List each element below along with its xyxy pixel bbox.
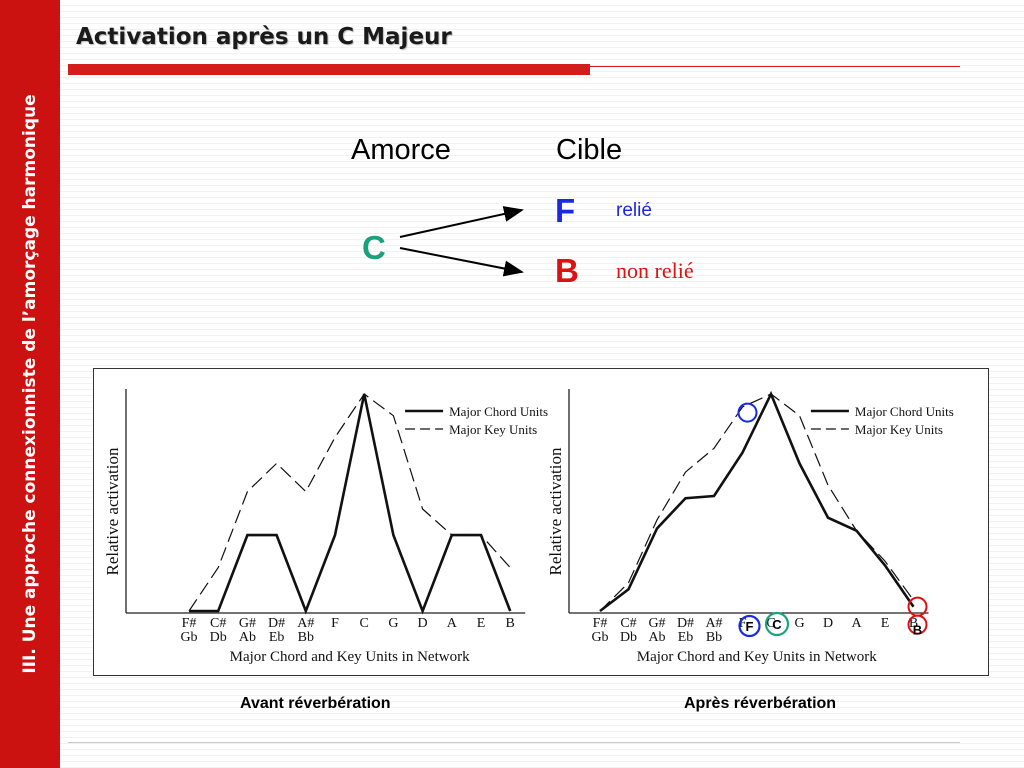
chart-1-tick-label: Ab bbox=[239, 630, 256, 645]
unrelated-label: non relié bbox=[616, 258, 694, 283]
chart-2-tick-label: E bbox=[881, 616, 890, 631]
related-target: F bbox=[555, 192, 576, 229]
priming-arrows bbox=[399, 206, 524, 277]
chart-1-tick-label: F bbox=[331, 616, 339, 631]
highlight-b-marker bbox=[907, 614, 928, 635]
chart-1-legend-label: Major Chord Units bbox=[449, 404, 548, 419]
caption-before: Avant réverbération bbox=[240, 695, 391, 712]
chart-1-tick-label: G bbox=[388, 616, 398, 631]
chart-1-tick-label: A# bbox=[297, 616, 314, 631]
activation-figure: F# Gb C# Db G# Ab D# Eb A# Bb F C G D A E B Relative acti… bbox=[93, 368, 989, 676]
chart-1-series-2 bbox=[188, 393, 511, 612]
chart-1-tick-label: D bbox=[418, 616, 428, 631]
chart-2-tick-label: Db bbox=[620, 630, 637, 645]
chart-1-legend-label: Major Key Units bbox=[449, 422, 537, 437]
highlight-c-marker bbox=[764, 611, 790, 637]
chart-2-tick-label: Eb bbox=[678, 630, 694, 645]
chart-1-tick-label: B bbox=[506, 616, 515, 631]
highlight-c-label: C bbox=[772, 617, 782, 632]
slide-title: Activation après un C Majeur bbox=[76, 24, 452, 50]
target-heading: Cible bbox=[556, 134, 623, 166]
chart-2-tick-label: Ab bbox=[648, 630, 665, 645]
chart-2-tick-label: D# bbox=[677, 616, 694, 631]
chart-1-tick-label: Bb bbox=[298, 630, 314, 645]
highlight-f-label: F bbox=[746, 619, 754, 634]
arrow-to-related bbox=[399, 206, 524, 238]
chart-1-tick-label: Eb bbox=[269, 630, 285, 645]
sidebar: III. Une approche connexionniste de l’am… bbox=[0, 0, 60, 768]
chart-1-tick-label: G# bbox=[239, 616, 256, 631]
chart-2-tick-label: Gb bbox=[591, 630, 608, 645]
chart-1-tick-label: F# bbox=[182, 616, 197, 631]
chart-2-tick-label: C bbox=[766, 616, 775, 631]
chart-2-tick-label: Bb bbox=[706, 630, 722, 645]
prime-heading: Amorce bbox=[351, 134, 451, 166]
bottom-rule bbox=[68, 742, 960, 743]
chart-2-y-label: Relative activation bbox=[546, 447, 565, 575]
arrow-to-unrelated bbox=[399, 247, 524, 277]
chart-2-series-2 bbox=[599, 393, 914, 612]
chart-2-tick-label: B bbox=[909, 616, 918, 631]
chart-2-series-1 bbox=[599, 390, 915, 613]
title-underline-rule bbox=[590, 66, 960, 67]
caption-after: Après réverbération bbox=[684, 695, 837, 712]
chart-1-y-label: Relative activation bbox=[103, 447, 122, 575]
chart-1-x-label: Major Chord and Key Units in Network bbox=[230, 649, 470, 665]
chart-1-tick-label: C# bbox=[210, 616, 226, 631]
chart-2-tick-label: G bbox=[794, 616, 804, 631]
chart-1-tick-label: E bbox=[477, 616, 486, 631]
chart-2-tick-label: A# bbox=[705, 616, 722, 631]
chart-2-tick-label: A bbox=[851, 616, 862, 631]
title-underline-bar bbox=[68, 64, 590, 75]
chart-2-tick-label: F# bbox=[593, 616, 608, 631]
chart-1-tick-label: C bbox=[360, 616, 369, 631]
chart-2-tick-label: G# bbox=[648, 616, 665, 631]
related-label: relié bbox=[616, 200, 652, 221]
chart-1-tick-label: A bbox=[447, 616, 458, 631]
chart-2-legend-label: Major Chord Units bbox=[855, 404, 954, 419]
highlight-b-label: B bbox=[913, 623, 922, 638]
sidebar-section-title: III. Une approche connexionniste de l’am… bbox=[20, 94, 40, 674]
chart-1-tick-label: Gb bbox=[180, 630, 197, 645]
chart-2-x-label: Major Chord and Key Units in Network bbox=[637, 649, 877, 665]
unrelated-target: B bbox=[555, 252, 579, 289]
chart-2-tick-label: F bbox=[739, 616, 747, 631]
chart-2-tick-label: C# bbox=[620, 616, 636, 631]
prime-chord: C bbox=[362, 229, 386, 266]
chart-1-tick-label: Db bbox=[210, 630, 227, 645]
highlight-f-on-curve bbox=[737, 402, 758, 423]
chart-1-tick-label: D# bbox=[268, 616, 285, 631]
highlight-f-marker bbox=[738, 614, 761, 638]
chart-2-tick-label: D bbox=[823, 616, 833, 631]
chart-2-legend-label: Major Key Units bbox=[855, 422, 943, 437]
